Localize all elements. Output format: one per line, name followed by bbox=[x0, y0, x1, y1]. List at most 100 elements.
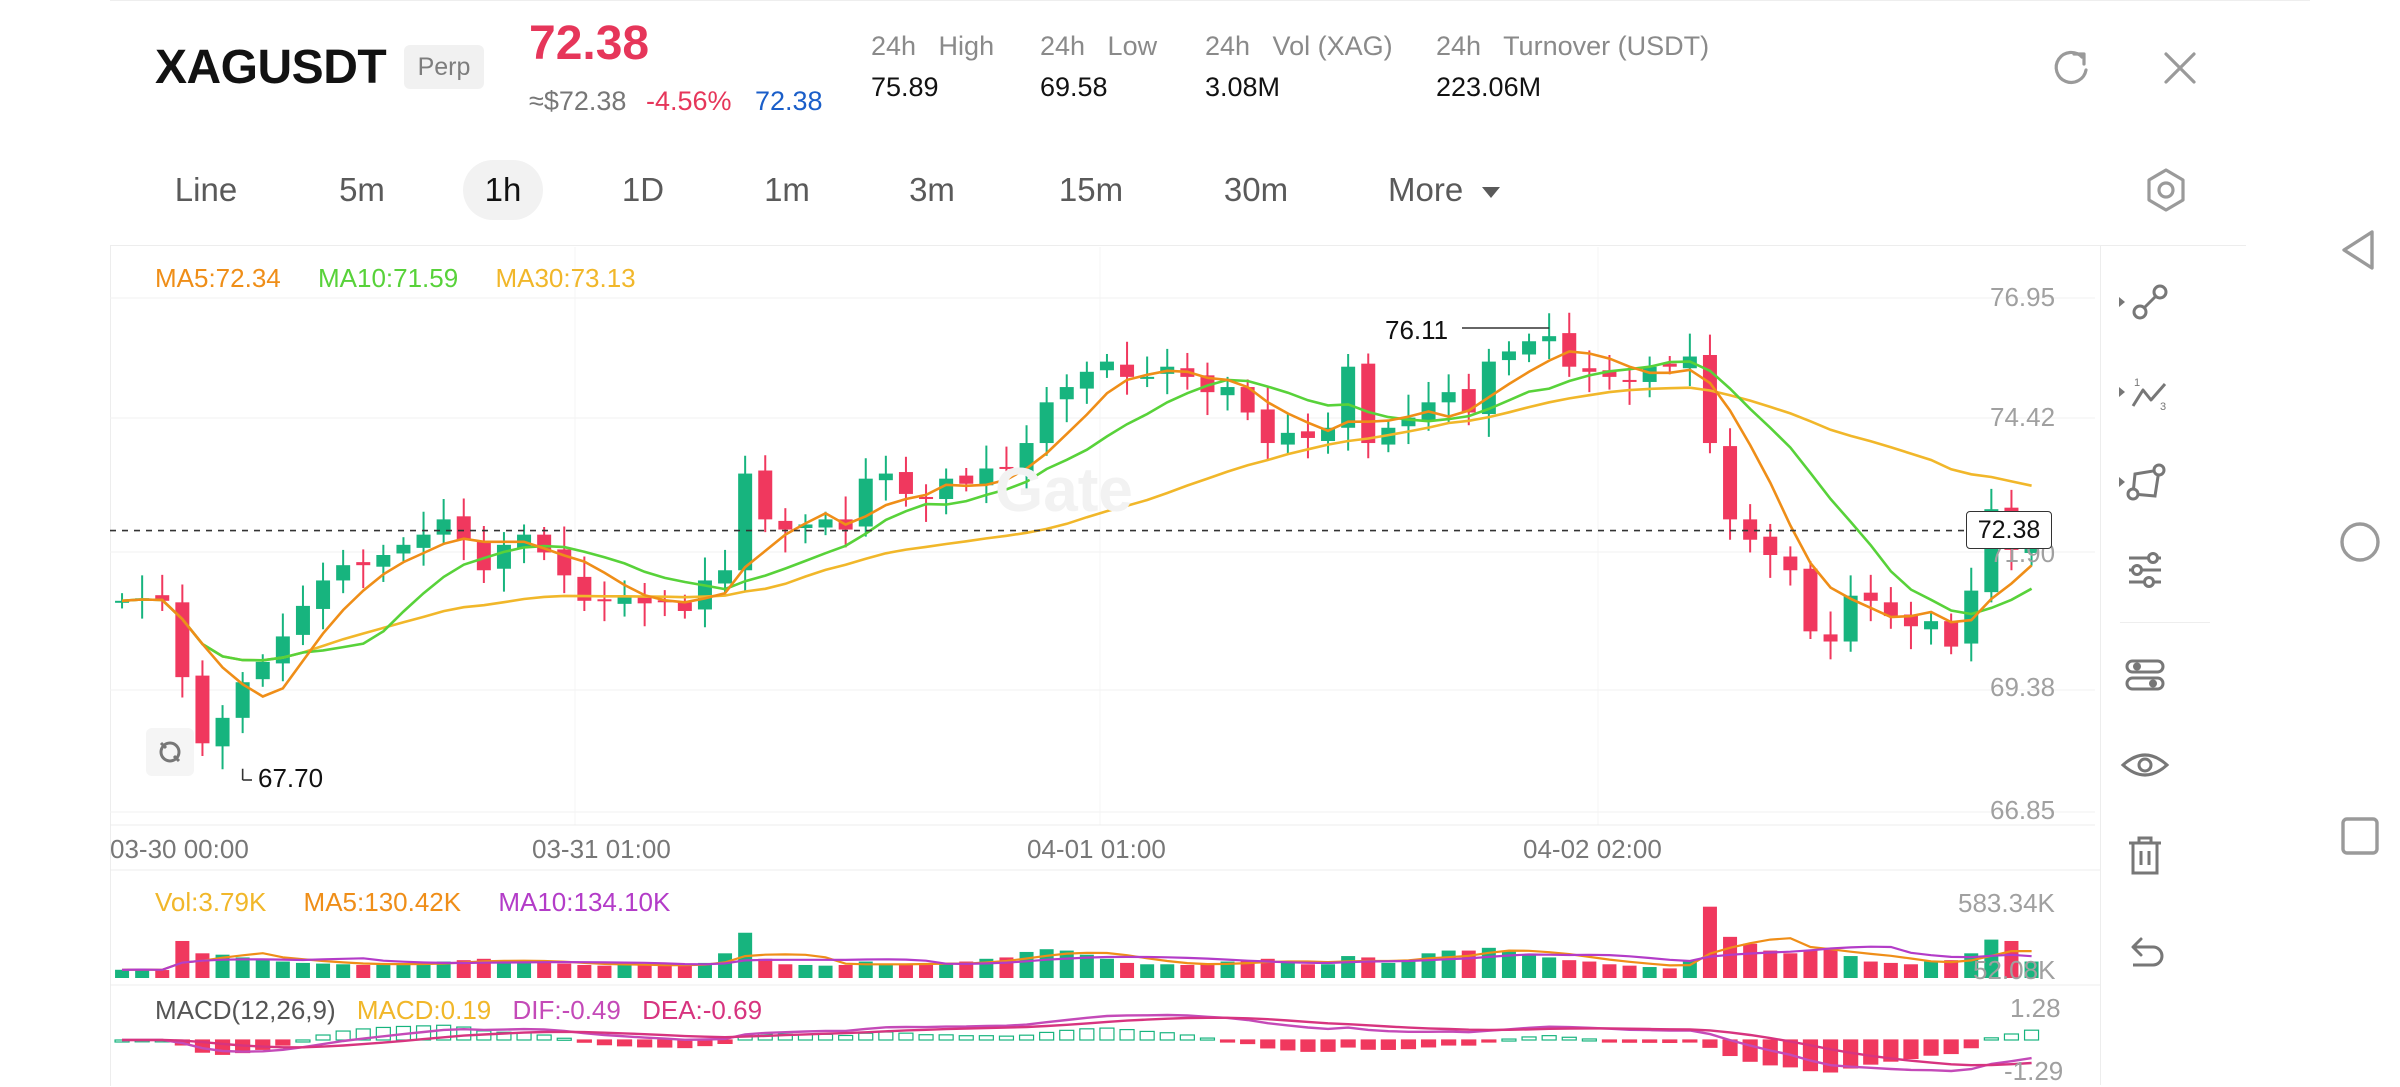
macd-histogram-bar bbox=[1581, 1038, 1597, 1042]
candle-body bbox=[1321, 427, 1336, 442]
candle-body bbox=[1903, 614, 1918, 627]
candle-body bbox=[336, 565, 351, 581]
refresh-icon[interactable] bbox=[2046, 43, 2096, 93]
volume-bar bbox=[838, 964, 853, 978]
volume-bar bbox=[1924, 961, 1939, 978]
macd-histogram-bar bbox=[817, 1033, 834, 1041]
dif-legend: DIF:-0.49 bbox=[512, 995, 621, 1025]
macd-histogram-bar bbox=[978, 1035, 994, 1041]
undo-icon[interactable] bbox=[2115, 925, 2175, 985]
volume-bar bbox=[1240, 960, 1255, 978]
macd-histogram-bar bbox=[697, 1039, 713, 1047]
volume-legend: Vol:3.79K MA5:130.42K MA10:134.10K bbox=[155, 887, 670, 918]
volume-bar bbox=[617, 964, 632, 978]
volume-bar bbox=[718, 953, 733, 978]
time-tick: 03-30 00:00 bbox=[110, 834, 249, 864]
volume-bar bbox=[235, 957, 250, 978]
indicator-toggle-button[interactable] bbox=[146, 728, 194, 776]
volume-bar bbox=[1039, 949, 1054, 978]
time-tick: 04-01 01:00 bbox=[1027, 834, 1166, 864]
candle-body bbox=[718, 570, 733, 584]
volume-bar bbox=[316, 963, 331, 978]
tab-15m[interactable]: 15m bbox=[1058, 171, 1124, 208]
macd-histogram-bar bbox=[1702, 1039, 1718, 1048]
tab-line[interactable]: Line bbox=[174, 171, 238, 208]
dea-line bbox=[122, 1016, 2032, 1067]
trend-line-tool-icon[interactable] bbox=[2115, 272, 2175, 332]
price-tick: 66.85 bbox=[1990, 795, 2056, 825]
indicator-settings-icon[interactable] bbox=[2115, 540, 2175, 600]
tab-3m[interactable]: 3m bbox=[909, 171, 955, 208]
macd-histogram-bar bbox=[1340, 1039, 1356, 1048]
volume-bar bbox=[175, 940, 190, 978]
nav-back-icon[interactable] bbox=[2332, 222, 2388, 278]
candle-body bbox=[637, 595, 652, 604]
macd-histogram-bar bbox=[898, 1032, 914, 1041]
ma30-legend: MA30:73.13 bbox=[495, 263, 636, 293]
macd-histogram-bar bbox=[315, 1034, 331, 1041]
candle-body bbox=[1501, 351, 1516, 361]
volume-bar bbox=[2024, 961, 2039, 978]
candlestick-chart[interactable] bbox=[0, 0, 2100, 1080]
volume-bar bbox=[1401, 961, 1416, 978]
svg-text:3: 3 bbox=[2160, 401, 2166, 413]
macd-histogram-bar bbox=[1079, 1028, 1095, 1041]
close-icon[interactable] bbox=[2155, 43, 2205, 93]
stat-volume-label: 24h Vol (XAG) bbox=[1205, 31, 1393, 61]
tab-1m[interactable]: 1m bbox=[764, 171, 810, 208]
chart-frame bbox=[110, 245, 2246, 1086]
candle-body bbox=[677, 602, 692, 611]
candle-body bbox=[1240, 387, 1255, 413]
macd-legend: MACD(12,26,9) MACD:0.19 DIF:-0.49 DEA:-0… bbox=[155, 995, 762, 1026]
tab-1d[interactable]: 1D bbox=[621, 171, 665, 208]
macd-histogram-bar bbox=[858, 1032, 874, 1041]
macd-histogram-bar bbox=[536, 1034, 552, 1041]
candle-body bbox=[1662, 363, 1677, 367]
fibonacci-tool-icon[interactable]: 1 3 bbox=[2115, 362, 2175, 422]
vol-ma5-legend: MA5:130.42K bbox=[303, 887, 462, 917]
candle-body bbox=[1723, 446, 1738, 520]
tab-30m[interactable]: 30m bbox=[1223, 171, 1289, 208]
macd-histogram-bar bbox=[1863, 1039, 1879, 1065]
candle-body bbox=[878, 473, 893, 481]
drawing-settings-icon[interactable] bbox=[2115, 645, 2175, 705]
volume-bar bbox=[1903, 964, 1918, 978]
volume-bar bbox=[155, 970, 170, 978]
macd-histogram-bar bbox=[1521, 1036, 1537, 1041]
volume-bar bbox=[758, 958, 773, 978]
macd-histogram-bar bbox=[717, 1039, 733, 1045]
toolbar-separator bbox=[2120, 622, 2210, 623]
candle-body bbox=[1803, 568, 1818, 632]
candle-body bbox=[1763, 536, 1778, 555]
candle-body bbox=[456, 516, 471, 540]
candle-body bbox=[758, 470, 773, 520]
tab-5m[interactable]: 5m bbox=[339, 171, 385, 208]
chart-settings-icon[interactable] bbox=[2134, 158, 2198, 222]
volume-bar bbox=[336, 964, 351, 978]
candle-body bbox=[1702, 354, 1717, 444]
volume-bar bbox=[1843, 956, 1858, 978]
macd-histogram-bar bbox=[1642, 1039, 1658, 1043]
volume-bar bbox=[1723, 936, 1738, 978]
delete-trash-icon[interactable] bbox=[2115, 825, 2175, 885]
candle-body bbox=[1220, 387, 1235, 396]
price-tick: 76.95 bbox=[1990, 282, 2056, 312]
more-intervals-dropdown[interactable]: More bbox=[1388, 160, 1501, 220]
volume-bar bbox=[657, 965, 672, 978]
shape-tool-icon[interactable] bbox=[2115, 452, 2175, 512]
macd-histogram-bar bbox=[657, 1039, 673, 1048]
volume-bar bbox=[637, 964, 652, 978]
macd-histogram-bar bbox=[1903, 1039, 1919, 1060]
volume-bar bbox=[1220, 961, 1235, 978]
volume-bar bbox=[1582, 961, 1597, 978]
nav-home-icon[interactable] bbox=[2332, 514, 2388, 570]
visibility-eye-icon[interactable] bbox=[2115, 735, 2175, 795]
macd-histogram-bar bbox=[335, 1030, 351, 1041]
ma5-line bbox=[121, 350, 2033, 698]
candle-body bbox=[1441, 392, 1456, 403]
macd-histogram-bar bbox=[1119, 1028, 1135, 1041]
nav-recents-icon[interactable] bbox=[2332, 808, 2388, 864]
time-tick: 04-02 02:00 bbox=[1523, 834, 1662, 864]
macd-histogram-bar bbox=[1561, 1036, 1577, 1041]
tab-1h[interactable]: 1h bbox=[463, 160, 543, 220]
